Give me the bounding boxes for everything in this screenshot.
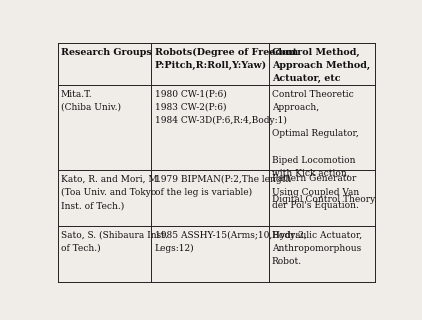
Text: Hydraulic Actuator,
Anthropomorphous
Robot.: Hydraulic Actuator, Anthropomorphous Rob… <box>272 231 362 266</box>
Text: Sato, S. (Shibaura Inst.
of Tech.): Sato, S. (Shibaura Inst. of Tech.) <box>61 231 168 253</box>
Text: Mita.T.
(Chiba Univ.): Mita.T. (Chiba Univ.) <box>61 90 121 112</box>
Text: 1985 ASSHY-15(Arms;10,Body:2,
Legs:12): 1985 ASSHY-15(Arms;10,Body:2, Legs:12) <box>154 231 306 253</box>
Text: Control Theoretic
Approach,

Optimal Regulator,

Biped Locomotion
with Kick acti: Control Theoretic Approach, Optimal Regu… <box>272 90 377 204</box>
Text: 1979 BIPMAN(P:2,The length
of the leg is variable): 1979 BIPMAN(P:2,The length of the leg is… <box>154 174 291 197</box>
Text: 1980 CW-1(P:6)
1983 CW-2(P:6)
1984 CW-3D(P:6,R:4,Body:1): 1980 CW-1(P:6) 1983 CW-2(P:6) 1984 CW-3D… <box>154 90 287 125</box>
Text: Pattern Generator
Using Coupled Van
der Pol's Equation.: Pattern Generator Using Coupled Van der … <box>272 174 359 210</box>
Text: Robots(Degree of Freedom
P:Pitch,R:Roll,Y:Yaw): Robots(Degree of Freedom P:Pitch,R:Roll,… <box>154 48 298 70</box>
Text: Kato, R. and Mori, M.
(Toa Univ. and Tokyo
Inst. of Tech.): Kato, R. and Mori, M. (Toa Univ. and Tok… <box>61 174 160 210</box>
Text: Research Groups: Research Groups <box>61 48 151 57</box>
Text: Control Method,
Approach Method,
Actuator, etc: Control Method, Approach Method, Actuato… <box>272 48 370 83</box>
